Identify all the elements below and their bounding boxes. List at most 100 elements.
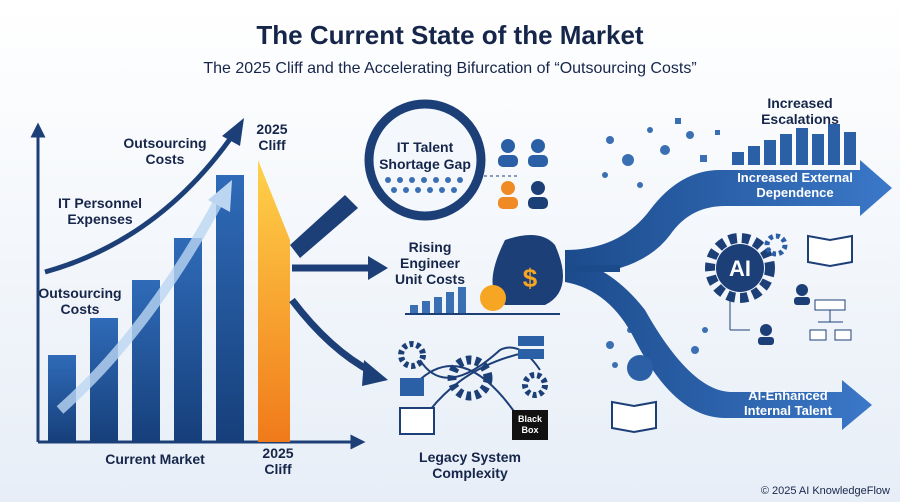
icon: $ <box>523 263 538 293</box>
dots-part <box>660 145 670 155</box>
label-part: Dependence <box>756 185 833 200</box>
escalation-bars-part <box>812 134 824 165</box>
gear-network-part <box>400 378 424 396</box>
people-grid-part <box>397 177 403 183</box>
dots-part <box>675 118 681 124</box>
label: IT Personnel Expenses <box>58 195 142 227</box>
ai-label: AI <box>729 256 751 281</box>
arrowhead <box>222 118 244 146</box>
label: Outsourcing Costs <box>123 135 206 167</box>
label: Black Box <box>518 414 543 435</box>
label: Outsourcing Costs <box>38 285 121 317</box>
people-grid-part <box>427 187 433 193</box>
label-part: Outsourcing <box>38 285 121 301</box>
dots-part <box>691 346 699 354</box>
bar <box>216 175 244 442</box>
dots-part <box>686 131 694 139</box>
label: Increased External Dependence <box>737 170 853 200</box>
middle-panel: IT Talent Shortage Gap Rising Engineer Unit… <box>289 99 563 481</box>
dots-part <box>602 172 608 178</box>
small-bars-part <box>434 297 442 313</box>
dots-part <box>606 136 614 144</box>
label-part: Increased <box>767 95 832 111</box>
label-part: Cliff <box>258 137 286 153</box>
label-part: Cliff <box>264 461 292 477</box>
label: AI-Enhanced Internal Talent <box>744 388 833 418</box>
dots-part <box>622 154 634 166</box>
label-part: Expenses <box>67 211 133 227</box>
small-bars-part <box>422 301 430 313</box>
people-grid-part <box>403 187 409 193</box>
people-icons-part <box>501 139 515 153</box>
dots-part <box>637 182 643 188</box>
label-part: Shortage Gap <box>379 156 471 172</box>
trend-arrow <box>56 192 227 414</box>
label-part: Escalations <box>761 111 839 127</box>
people-grid-part <box>433 177 439 183</box>
label-part: Box <box>521 425 538 435</box>
flow-root <box>565 265 620 272</box>
book <box>807 234 853 268</box>
escalation-bars-part <box>844 132 856 165</box>
label-part: Increased External <box>737 170 853 185</box>
cliff <box>258 160 290 442</box>
brain <box>627 355 653 381</box>
people-grid-part <box>421 177 427 183</box>
magnifier-handle <box>290 195 358 258</box>
dots-part <box>647 127 653 133</box>
growth-chart: Outsourcing Costs 2025 Cliff IT Personnel E… <box>30 118 366 477</box>
label: Legacy System Complexity <box>419 449 521 481</box>
coin <box>480 285 506 311</box>
people-grid-part <box>415 187 421 193</box>
org-chart-part <box>796 284 808 296</box>
people-grid-part <box>439 187 445 193</box>
gear <box>705 233 775 303</box>
gear-network <box>398 336 548 435</box>
people-icons-part <box>531 139 545 153</box>
small-bars <box>410 287 466 313</box>
gear-network-part <box>518 336 544 346</box>
people-icons-part <box>528 197 548 209</box>
people-grid-part <box>409 177 415 183</box>
gear-core <box>716 244 764 292</box>
label-part: 2025 <box>262 445 293 461</box>
org-chart <box>729 284 852 345</box>
right-panel: Increased Escalations Increased External D… <box>565 95 892 434</box>
label-part: Costs <box>61 301 100 317</box>
escalation-bars-part <box>764 140 776 165</box>
gear <box>764 233 788 257</box>
trend-arrow <box>44 130 238 275</box>
people-grid-part <box>457 177 463 183</box>
label-part: Engineer <box>400 255 460 271</box>
label-part: Complexity <box>432 465 508 481</box>
arrow <box>289 297 374 376</box>
label: Increased Escalations <box>761 95 839 127</box>
escalation-bars-part <box>748 146 760 165</box>
label-part: Unit Costs <box>395 271 465 287</box>
people-grid-part <box>385 177 391 183</box>
label-part: AI-Enhanced <box>748 388 828 403</box>
dots-part <box>702 327 708 333</box>
escalation-bars-part <box>780 134 792 165</box>
dots-part <box>612 362 618 368</box>
org-chart-part <box>760 324 772 336</box>
people-icons-part <box>498 155 518 167</box>
small-bars-part <box>446 292 454 313</box>
flow-arrow <box>565 258 872 430</box>
people-icons-part <box>531 181 545 195</box>
x-label: Current Market <box>105 451 205 467</box>
people-grid-part <box>391 187 397 193</box>
flow-arrow <box>565 160 892 275</box>
label-part: IT Personnel <box>58 195 142 211</box>
label-part: Rising <box>409 239 452 255</box>
small-bars-part <box>410 305 418 313</box>
escalation-bars <box>732 124 856 165</box>
people-icons-part <box>501 181 515 195</box>
gear-network-part <box>399 407 435 435</box>
escalation-bars-part <box>732 152 744 165</box>
black-box <box>512 410 548 440</box>
gear-network-part <box>398 341 426 369</box>
arrowhead <box>362 360 388 386</box>
small-bars-part <box>458 287 466 313</box>
